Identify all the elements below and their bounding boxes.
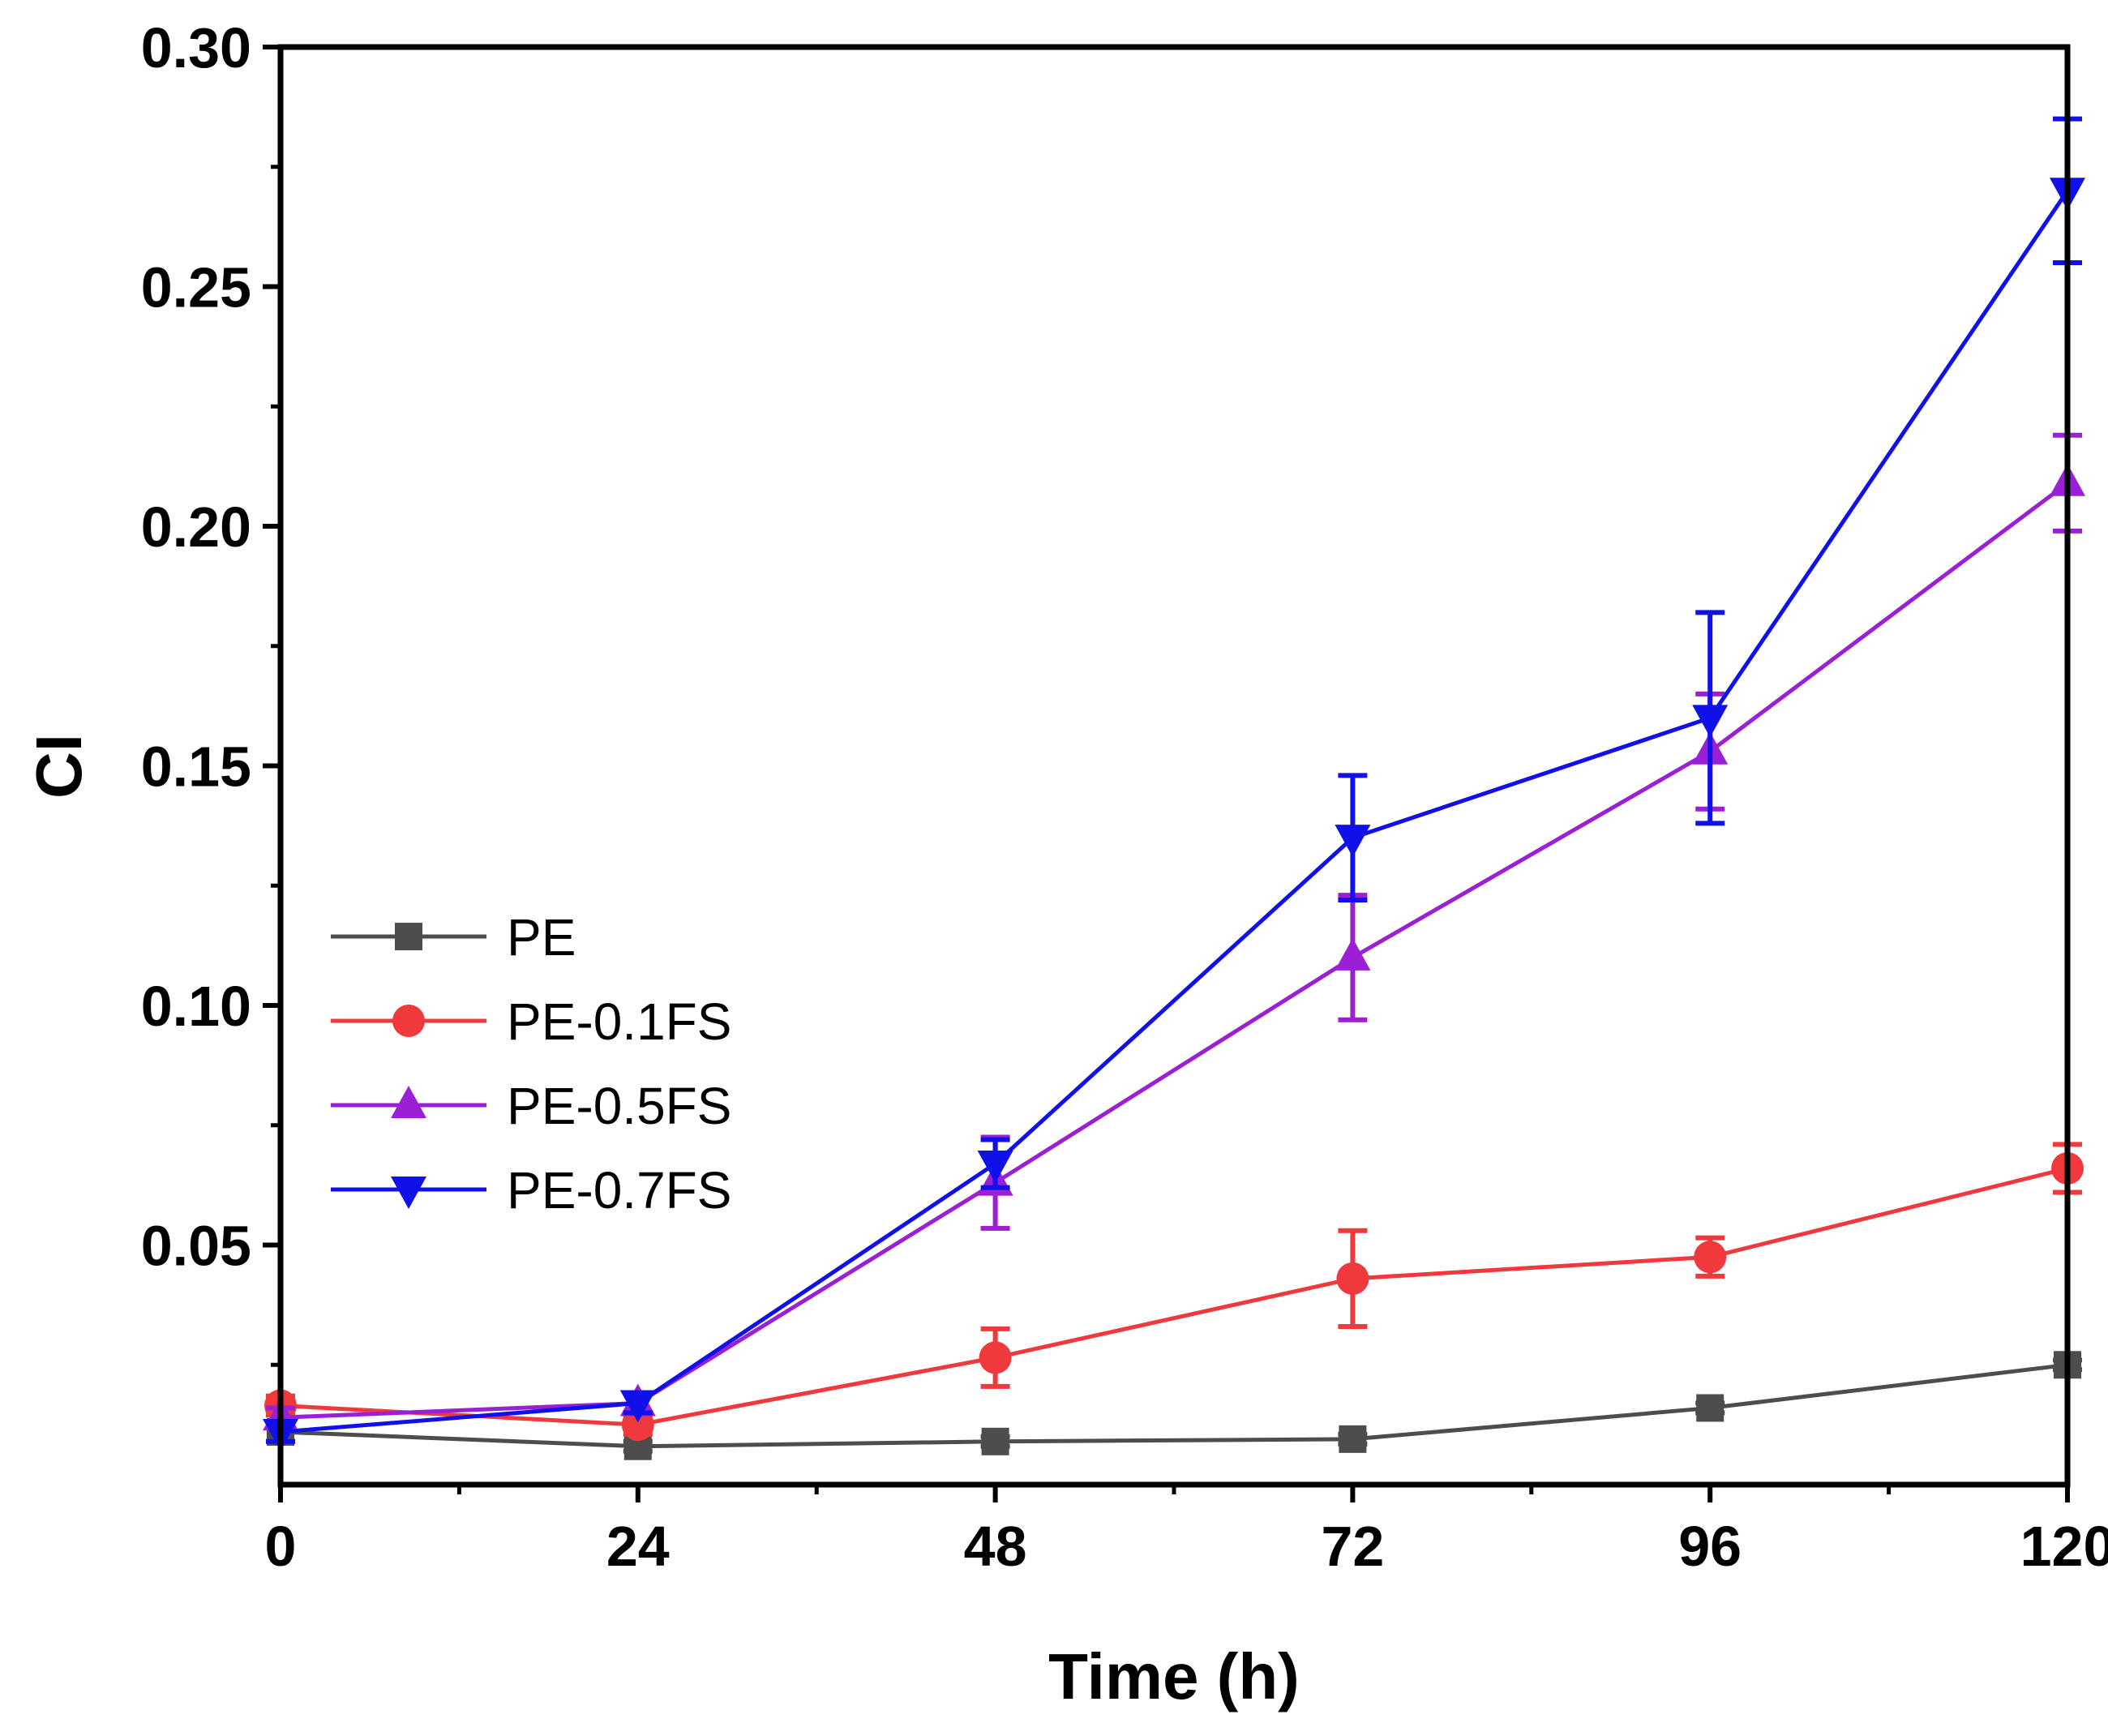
x-axis-title: Time (h) [1048, 1640, 1300, 1712]
series-layer [263, 116, 2085, 1460]
legend-label: PE-0.1FS [507, 992, 731, 1051]
y-tick-label: 0.10 [141, 975, 251, 1038]
legend-label: PE [507, 908, 576, 967]
y-tick-label: 0.15 [141, 735, 251, 799]
x-tick-label: 72 [1321, 1515, 1384, 1578]
x-tick-label: 0 [265, 1515, 297, 1578]
data-point [981, 1427, 1009, 1455]
legend-item: PE-0.5FS [331, 1077, 731, 1135]
data-point [621, 1408, 654, 1442]
legend-item: PE-0.1FS [331, 992, 731, 1051]
data-point [1335, 825, 1371, 858]
series-line [280, 481, 2069, 1420]
data-point [1335, 937, 1371, 971]
data-point [1336, 1262, 1369, 1295]
series-PE-0.7FS [263, 116, 2085, 1451]
y-tick-label: 0.05 [141, 1215, 251, 1278]
y-axis-title: CI [23, 734, 95, 799]
plot-frame [277, 44, 2071, 1488]
y-tick-label: 0.30 [141, 16, 251, 79]
axis-layer: 0 24 48 72 96 120 0.05 0.10 0.15 0.20 0.25 0.30 [141, 16, 2108, 1578]
legend-item: PE-0.7FS [331, 1161, 731, 1219]
data-point [1694, 1241, 1727, 1274]
x-tick-label: 120 [2020, 1515, 2108, 1578]
series-line [280, 189, 2070, 1434]
data-point [1696, 1394, 1725, 1422]
legend-item: PE [331, 908, 576, 967]
x-tick-label: 24 [606, 1515, 670, 1578]
x-tick-label: 96 [1678, 1515, 1742, 1578]
legend-marker [391, 1086, 426, 1118]
legend: PE PE-0.1FS PE-0.5FS PE-0.7FS [331, 908, 731, 1219]
series-line [280, 1362, 2068, 1449]
x-tick-label: 48 [964, 1515, 1027, 1578]
legend-marker [391, 1177, 426, 1209]
legend-label: PE-0.5FS [507, 1077, 731, 1135]
y-tick-label: 0.20 [141, 495, 251, 559]
data-point [979, 1341, 1012, 1374]
y-tick-label: 0.25 [141, 256, 251, 319]
data-point [619, 1390, 656, 1423]
data-point [977, 1151, 1013, 1184]
legend-marker [395, 923, 422, 950]
legend-label: PE-0.7FS [507, 1161, 731, 1219]
data-point [1692, 705, 1729, 738]
series-line [280, 1166, 2068, 1427]
data-point [1339, 1425, 1367, 1453]
legend-marker [392, 1005, 425, 1037]
